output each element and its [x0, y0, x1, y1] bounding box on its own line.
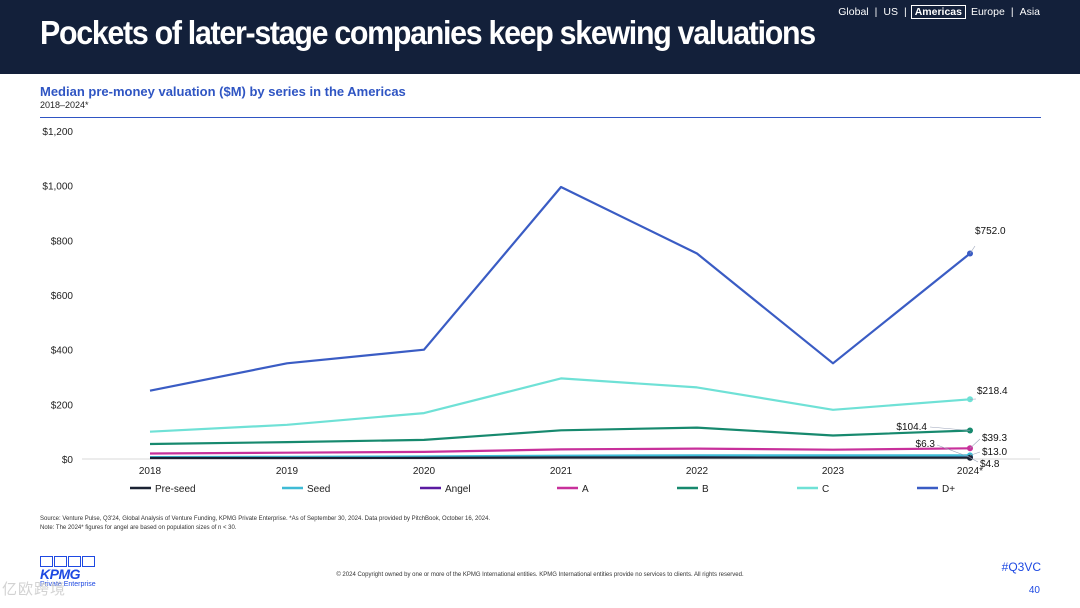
series-line-seed [149, 454, 970, 459]
legend-label-b: B [702, 484, 709, 495]
x-tick-label: 2020 [413, 466, 436, 477]
region-asia[interactable]: Asia [1019, 6, 1040, 18]
note-text: Note: The 2024* figures for angel are ba… [40, 525, 237, 531]
x-tick-label: 2023 [822, 466, 845, 477]
y-tick-label: $1,000 [42, 182, 73, 193]
series-line-d+ [149, 185, 971, 392]
y-tick-label: $600 [51, 291, 74, 302]
y-tick-label: $800 [51, 236, 74, 247]
region-americas[interactable]: Americas [910, 5, 966, 19]
kpmg-logo-boxes [40, 556, 96, 567]
data-label-a: $39.3 [982, 433, 1007, 444]
chart-subtitle: 2018–2024* [40, 100, 89, 110]
data-label-leader [929, 426, 971, 431]
x-tick-label: 2021 [550, 466, 573, 477]
region-us[interactable]: US [883, 6, 898, 18]
hashtag: #Q3VC [1001, 560, 1041, 574]
y-tick-label: $1,200 [42, 127, 73, 138]
series-line-b [149, 426, 971, 446]
data-label-angel: $6.3 [916, 439, 936, 450]
region-europe[interactable]: Europe [970, 6, 1005, 18]
source-notes: Source: Venture Pulse, Q3'24, Global Ana… [40, 515, 490, 533]
copyright-text: © 2024 Copyright owned by one or more of… [336, 572, 744, 578]
legend-label-seed: Seed [307, 484, 330, 495]
series-line-c [149, 377, 971, 433]
region-separator: | [903, 6, 907, 18]
slide-header: Pockets of later-stage companies keep sk… [0, 0, 1080, 74]
legend-label-a: A [582, 484, 589, 495]
data-label-leader [969, 438, 981, 449]
series-line-a [149, 447, 971, 455]
x-tick-label: 2024* [957, 466, 983, 477]
legend-label-c: C [822, 484, 829, 495]
data-label-c: $218.4 [977, 386, 1008, 397]
data-label-leader [969, 457, 979, 463]
legend-label-d+: D+ [942, 484, 955, 495]
data-label-leader [969, 451, 981, 456]
legend-label-pre-seed: Pre-seed [155, 484, 196, 495]
x-tick-label: 2018 [139, 466, 162, 477]
kpmg-tagline: Private Enterprise [40, 581, 96, 588]
chart-title: Median pre-money valuation ($M) by serie… [40, 84, 406, 99]
region-separator: | [1010, 6, 1014, 18]
valuation-line-chart: $0 $200 $400 $600 $800 $1,000 $1,200 2018 2019 20… [42, 127, 1040, 495]
legend-label-angel: Angel [445, 484, 471, 495]
slide-title: Pockets of later-stage companies keep sk… [40, 14, 816, 51]
y-tick-label: $0 [62, 455, 74, 466]
data-label-leader [936, 444, 971, 458]
region-global[interactable]: Global [838, 6, 869, 18]
data-label-pre-seed: $4.8 [980, 459, 1000, 470]
title-divider [40, 117, 1041, 118]
data-label-d+: $752.0 [975, 226, 1006, 237]
data-label-b: $104.4 [896, 422, 927, 433]
x-tick-label: 2019 [276, 466, 299, 477]
series-line-pre-seed [150, 456, 971, 460]
kpmg-logo: KPMG Private Enterprise [40, 556, 96, 596]
region-nav: Global | US | Americas Europe | Asia [836, 5, 1042, 19]
source-text: Source: Venture Pulse, Q3'24, Global Ana… [40, 516, 491, 522]
data-label-seed: $13.0 [982, 447, 1007, 458]
page-number: 40 [1028, 585, 1040, 596]
region-separator: | [874, 6, 878, 18]
watermark: 亿欧跨境 [2, 581, 67, 598]
data-label-leader [969, 245, 976, 254]
x-tick-label: 2022 [686, 466, 709, 477]
kpmg-wordmark: KPMG [40, 566, 81, 582]
y-tick-label: $400 [51, 346, 74, 357]
y-tick-label: $200 [51, 400, 74, 411]
